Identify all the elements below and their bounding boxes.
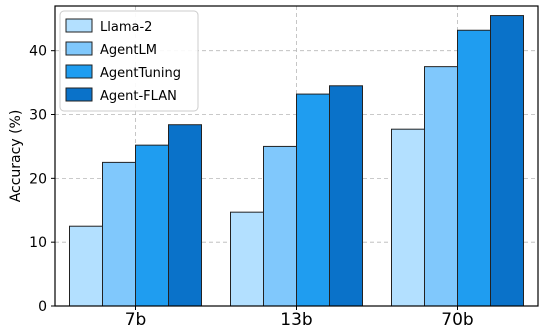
legend-swatch-agenttuning <box>65 64 93 79</box>
legend-swatch-llama-2 <box>65 18 93 33</box>
bars <box>69 15 524 307</box>
x-tick-label-7b: 7b <box>125 310 147 325</box>
y-tick-label-30: 30 <box>29 108 47 124</box>
bar-agentlm-70b <box>424 66 458 307</box>
y-tick-label-20: 20 <box>29 171 47 187</box>
bar-agenttuning-70b <box>457 29 491 307</box>
x-axis-labels: 7b 13b 70b <box>125 306 474 325</box>
y-tick-label-0: 0 <box>38 299 47 315</box>
y-axis-ticks: 0 10 20 30 40 <box>29 44 55 315</box>
legend: Llama-2 AgentLM AgentTuning Agent-FLAN <box>59 10 199 112</box>
bar-llama-2-13b <box>230 211 264 307</box>
bar-agenttuning-13b <box>296 93 330 307</box>
bar-agentlm-13b <box>263 145 297 307</box>
bar-agenttuning-7b <box>135 144 169 307</box>
legend-label-agent-flan: Agent-FLAN <box>100 89 177 104</box>
legend-swatch-agentlm <box>65 41 93 56</box>
bar-agent-flan-70b <box>490 15 524 307</box>
x-tick-label-70b: 70b <box>441 310 473 325</box>
legend-box <box>59 10 199 112</box>
bar-agent-flan-13b <box>329 85 363 307</box>
bar-agent-flan-7b <box>168 124 202 307</box>
legend-label-agentlm: AgentLM <box>100 43 157 58</box>
y-tick-label-10: 10 <box>29 235 47 251</box>
bar-llama-2-70b <box>391 128 425 307</box>
x-tick-label-13b: 13b <box>280 310 312 325</box>
bar-agentlm-7b <box>102 161 136 307</box>
legend-label-llama-2: Llama-2 <box>100 20 152 35</box>
legend-swatch-agent-flan <box>65 87 93 102</box>
bar-llama-2-7b <box>69 225 103 307</box>
legend-label-agenttuning: AgentTuning <box>100 66 181 81</box>
y-tick-label-40: 40 <box>29 44 47 60</box>
y-axis-title: Accuracy (%) <box>8 110 24 203</box>
